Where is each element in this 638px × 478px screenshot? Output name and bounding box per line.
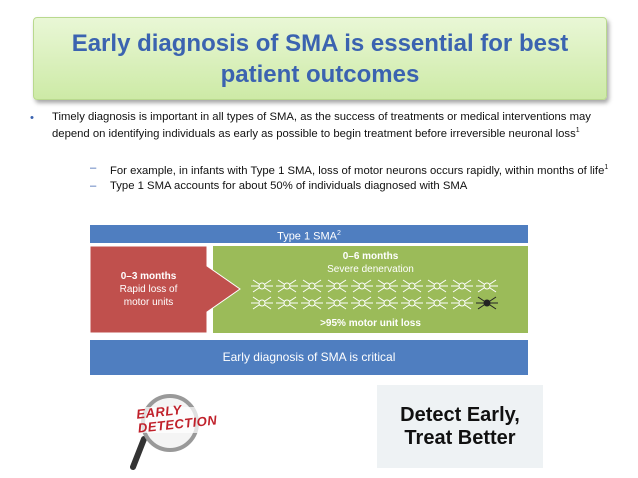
- late-box: [213, 246, 528, 333]
- magnifier-handle: [130, 436, 147, 470]
- sub-bullet: For example, in infants with Type 1 SMA,…: [110, 161, 620, 178]
- neuron-icon: [401, 279, 423, 293]
- late-period: 0–6 months: [342, 251, 399, 262]
- neuron-icon: [426, 279, 448, 293]
- sub-bullet-marker: –: [90, 180, 97, 192]
- bullet-marker: •: [30, 112, 34, 124]
- sub-bullet-text: Type 1 SMA accounts for about 50% of ind…: [110, 180, 468, 192]
- sub-bullet-text: For example, in infants with Type 1 SMA,…: [110, 164, 605, 177]
- early-text: 0–3 months Rapid loss of motor units: [90, 270, 207, 309]
- arrow-shape: [90, 246, 241, 333]
- title: Early diagnosis of SMA is essential for …: [71, 29, 569, 88]
- neuron-icon: [276, 279, 298, 293]
- neuron-icon: [251, 279, 273, 293]
- reference: 2: [337, 230, 341, 237]
- late-label: Severe denervation: [327, 264, 414, 275]
- late-footer: >95% motor unit loss: [320, 318, 421, 329]
- neuron-icon: [426, 296, 448, 310]
- neuron-icon: [401, 296, 423, 310]
- badge-bg: [140, 407, 224, 433]
- early-detection-image: [130, 394, 224, 470]
- neuron-icon: [301, 279, 323, 293]
- bullet: Timely diagnosis is important in all typ…: [52, 110, 612, 141]
- early-period: 0–3 months: [120, 271, 177, 282]
- diagram-footer: Early diagnosis of SMA is critical: [90, 340, 528, 375]
- neuron-icon: [351, 279, 373, 293]
- header-text: Type 1 SMA: [277, 230, 337, 243]
- neuron-icon: [376, 279, 398, 293]
- early-label: Rapid loss of motor units: [119, 284, 178, 308]
- neuron-icon: [276, 296, 298, 310]
- neuron-icons: [251, 279, 498, 310]
- neuron-icon: [351, 296, 373, 310]
- neuron-icon: [451, 279, 473, 293]
- neuron-icon: [476, 279, 498, 293]
- early-arrow: [90, 246, 241, 333]
- reference: 1: [604, 164, 609, 171]
- slogan-line: Treat Better: [404, 426, 516, 449]
- sub-bullet: Type 1 SMA accounts for about 50% of ind…: [110, 179, 620, 193]
- neuron-icon: [301, 296, 323, 310]
- neuron-icon: [451, 296, 473, 310]
- diagram-header: Type 1 SMA2: [90, 225, 528, 243]
- sub-bullet-marker: –: [90, 162, 97, 174]
- slogan-box: Detect Early, Treat Better: [377, 385, 543, 468]
- bullet-text: Timely diagnosis is important in all typ…: [52, 111, 591, 140]
- neuron-icon: [326, 296, 348, 310]
- neuron-icon: [476, 296, 498, 310]
- neuron-icon: [326, 279, 348, 293]
- neuron-icon: [251, 296, 273, 310]
- title-box: Early diagnosis of SMA is essential for …: [33, 17, 607, 100]
- reference: 1: [575, 127, 580, 134]
- neuron-icon: [376, 296, 398, 310]
- late-text: 0–6 months Severe denervation: [213, 250, 528, 276]
- slogan-line: Detect Early,: [400, 403, 520, 426]
